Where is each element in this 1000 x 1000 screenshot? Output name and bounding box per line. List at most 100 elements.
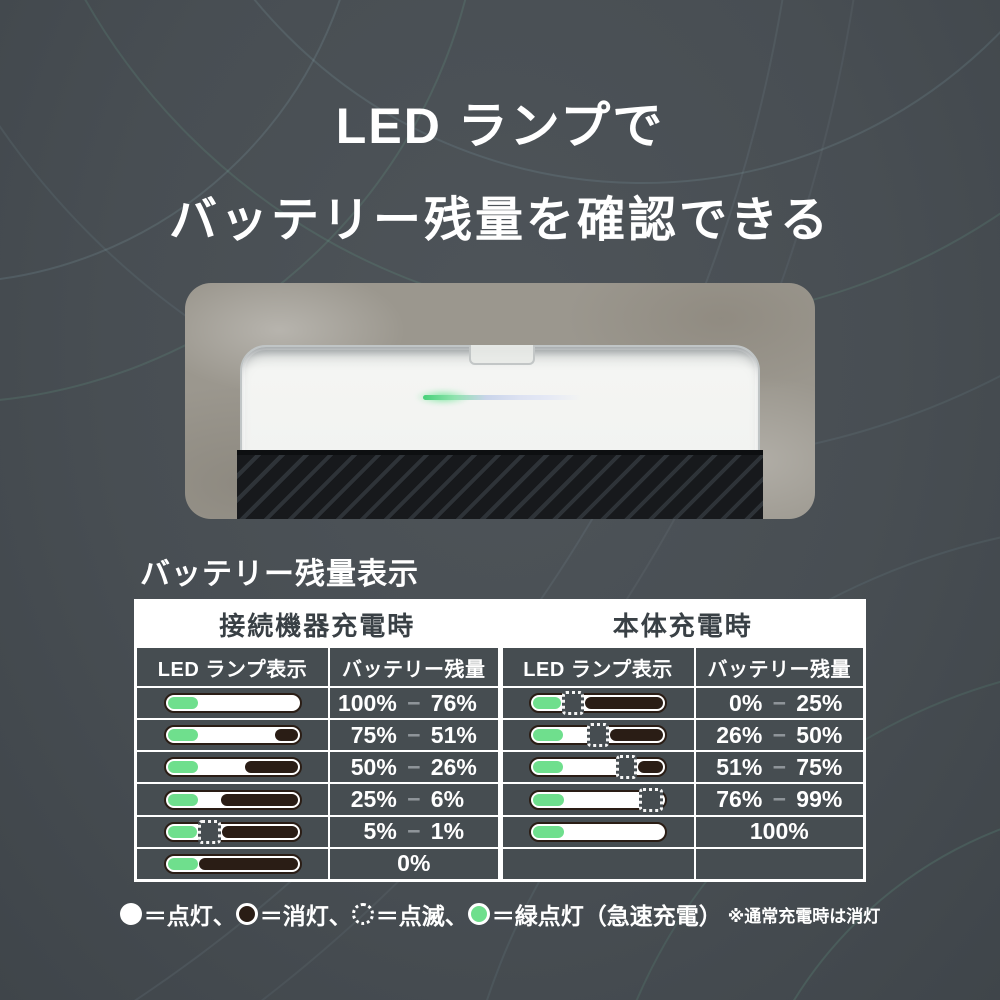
battery-range-cell: 75% −51%: [330, 720, 498, 751]
led-indicator-pill: [529, 755, 668, 780]
range-dash: −: [772, 721, 786, 748]
powerbank-notch: [469, 345, 535, 365]
legend-note: ※通常充電時は消灯: [727, 906, 881, 926]
off-circle-icon: [235, 903, 258, 925]
led-indicator-cell: [137, 688, 329, 719]
led-segment-lit: [199, 793, 220, 806]
column-header-led-display: LED ランプ表示: [137, 648, 329, 686]
column-header-battery-level: バッテリー残量: [330, 648, 498, 686]
range-dash: −: [407, 818, 421, 845]
column-header-led-display: LED ランプ表示: [502, 648, 694, 686]
range-from: 75%: [350, 721, 397, 748]
led-segment-blink: [197, 819, 222, 844]
legend: ＝点灯、 ＝消灯、 ＝点滅、 ＝緑点灯（急速充電） ※通常充電時は消灯: [0, 897, 1000, 931]
led-segment-green: [167, 697, 199, 710]
led-segment-lit: [199, 697, 298, 710]
led-segment-green: [533, 729, 564, 742]
legend-label: ＝点滅、: [375, 903, 468, 929]
battery-range-cell: 0%: [330, 848, 498, 879]
led-segment-green: [533, 825, 564, 838]
range-to: 1%: [430, 818, 465, 845]
range-to: 25%: [796, 689, 843, 716]
led-indicator-pill: [529, 787, 668, 812]
led-segment-green: [533, 793, 564, 806]
background-arc: [0, 0, 1000, 324]
led-segment-green: [167, 825, 197, 838]
led-segment-lit: [564, 793, 638, 806]
led-indicator-pill: [163, 789, 302, 810]
range-to: 51%: [430, 721, 477, 748]
led-segment-green: [167, 793, 199, 806]
range-from: 26%: [716, 721, 763, 748]
led-segment-green: [533, 697, 562, 710]
led-segment-lit: [564, 729, 587, 742]
column-header-battery-level: バッテリー残量: [695, 648, 863, 686]
led-segment-lit: [199, 761, 245, 774]
led-indicator-cell: [502, 784, 694, 815]
led-segment-blink: [587, 723, 609, 748]
battery-range-cell: [695, 848, 863, 879]
battery-range-cell: 26% −50%: [695, 720, 863, 751]
range-from: 50%: [350, 753, 397, 780]
table-title: バッテリー残量表示: [140, 558, 419, 591]
led-indicator-pill: [163, 853, 302, 874]
led-segment-lit: [199, 729, 274, 742]
led-indicator-cell: [502, 752, 694, 783]
led-segment-off: [222, 825, 298, 838]
range-value: 100%: [749, 818, 809, 845]
led-indicator-cell: [502, 688, 694, 719]
range-from: 5%: [363, 818, 397, 845]
legend-label: ＝点灯、: [143, 903, 236, 929]
battery-range-cell: 5% −1%: [330, 816, 498, 847]
led-segment-off: [245, 761, 298, 774]
range-from: 76%: [716, 786, 763, 813]
blink-circle-icon: [351, 903, 374, 925]
led-indicator-pill: [163, 725, 302, 746]
range-dash: −: [772, 753, 786, 780]
range-dash: −: [407, 786, 421, 813]
group-header-device-charging: 接続機器充電時: [137, 602, 498, 646]
led-segment-off: [220, 793, 298, 806]
battery-range-cell: 100%: [695, 816, 863, 847]
range-from: 51%: [716, 753, 763, 780]
led-segment-off: [585, 697, 664, 710]
led-segment-green: [167, 761, 199, 774]
led-segment-green: [167, 729, 199, 742]
range-to: 6%: [430, 786, 465, 813]
led-indicator-pill: [163, 693, 302, 714]
range-to: 75%: [796, 753, 843, 780]
battery-level-table: 接続機器充電時 LED ランプ表示 バッテリー残量 100% −76% 75% −51…: [134, 599, 866, 882]
led-indicator-cell: [137, 784, 329, 815]
led-segment-off: [199, 857, 298, 870]
battery-range-cell: 0% −25%: [695, 688, 863, 719]
led-indicator-cell: [502, 816, 694, 847]
range-from: 25%: [350, 786, 397, 813]
legend-label: ＝消灯、: [259, 903, 352, 929]
battery-range-cell: 100% −76%: [330, 688, 498, 719]
lit-circle-icon: [119, 903, 142, 925]
product-photo: [185, 283, 815, 519]
green-circle-icon: [467, 903, 490, 925]
led-indicator-cell: [137, 848, 329, 879]
range-to: 26%: [430, 753, 477, 780]
battery-range-cell: 76% −99%: [695, 784, 863, 815]
led-indicator-pill: [163, 819, 302, 844]
main-heading-line1: LED ランプで: [335, 98, 665, 154]
led-indicator-pill: [529, 821, 668, 842]
range-from: 0%: [729, 689, 763, 716]
range-dash: −: [407, 753, 421, 780]
range-value: 0%: [397, 850, 431, 877]
powerbank-ribbed-body: [237, 450, 763, 519]
table-half-unit-charging: 本体充電時 LED ランプ表示 バッテリー残量 0% −25% 26% −50% 51%…: [502, 602, 863, 879]
group-header-unit-charging: 本体充電時: [502, 602, 863, 646]
range-to: 76%: [430, 689, 477, 716]
main-heading-line2: バッテリー残量を確認できる: [168, 194, 832, 247]
legend-item-green: ＝緑点灯（急速充電）: [467, 897, 722, 931]
led-indicator-pill: [529, 723, 668, 748]
led-segment-off: [609, 729, 664, 742]
led-segment-green: [167, 857, 199, 870]
led-indicator-cell: [137, 720, 329, 751]
range-from: 100%: [337, 689, 397, 716]
led-segment-blink: [616, 755, 637, 780]
